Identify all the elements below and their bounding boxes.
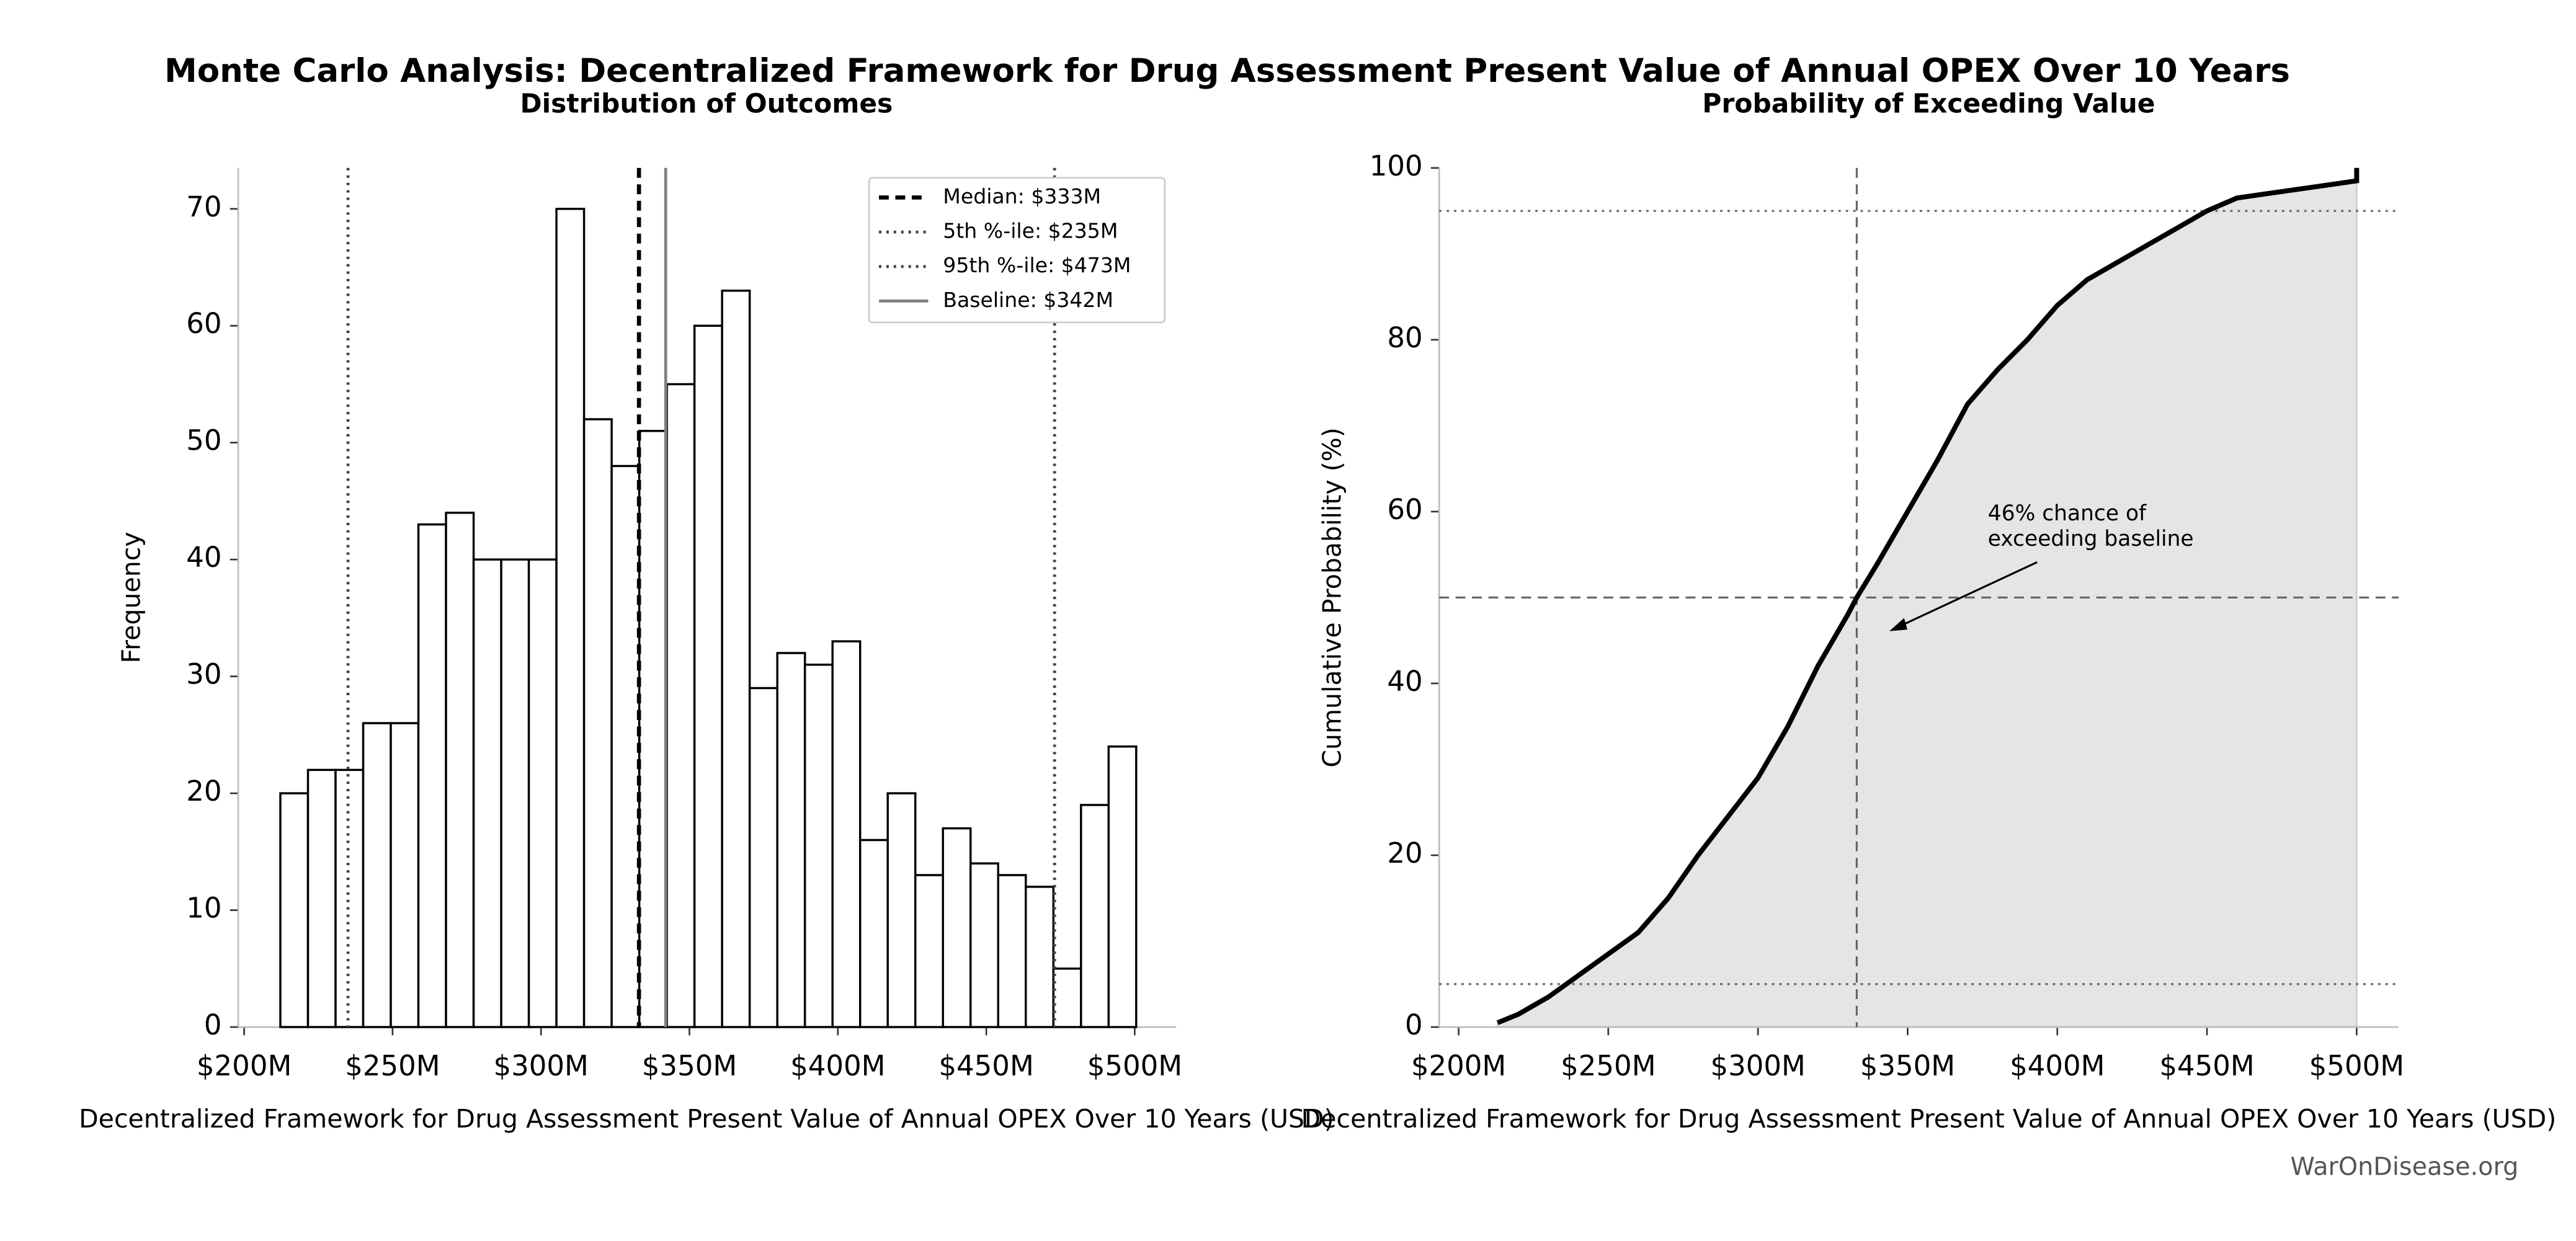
y-tick-label: 100 [1370, 149, 1423, 182]
x-tick-label: $250M [345, 1049, 440, 1082]
x-tick-label: $500M [2309, 1049, 2404, 1082]
bar [472, 558, 502, 1028]
bar [721, 289, 751, 1028]
bar [500, 558, 530, 1028]
bar [997, 874, 1027, 1028]
x-tick-label: $300M [1710, 1049, 1805, 1082]
y-tick-label: 10 [186, 892, 221, 925]
x-tick-label: $450M [2159, 1049, 2254, 1082]
x-tick-label: $500M [1087, 1049, 1182, 1082]
bar [969, 862, 999, 1028]
bar [886, 792, 917, 1028]
legend-label: Median: $333M [943, 184, 1101, 208]
annotation: exceeding baseline [1988, 527, 2194, 551]
bar [638, 430, 668, 1028]
bar [527, 558, 558, 1028]
x-tick-label: $450M [938, 1049, 1033, 1082]
annotation-arrowhead [1889, 618, 1908, 631]
y-tick-label: 80 [1387, 321, 1422, 354]
y-tick-label: 40 [186, 541, 221, 574]
annotation: 46% chance of [1988, 501, 2147, 526]
bar [748, 687, 778, 1028]
bar [445, 512, 475, 1028]
bar [582, 418, 613, 1028]
y-axis-label: Cumulative Probability (%) [1317, 427, 1347, 767]
bar [831, 640, 862, 1028]
watermark: WarOnDisease.org [2290, 1152, 2518, 1181]
legend-label: Baseline: $342M [943, 288, 1113, 312]
bar [803, 664, 834, 1028]
figure-title: Monte Carlo Analysis: Decentralized Fram… [164, 52, 2290, 90]
bar [390, 722, 420, 1028]
y-tick-label: 0 [204, 1008, 222, 1041]
annotation-arrow [1892, 561, 2038, 631]
bar [942, 827, 972, 1028]
y-tick-label: 70 [186, 190, 221, 223]
y-axis-label: Frequency [117, 532, 146, 663]
bar [1080, 804, 1110, 1028]
bar [1107, 745, 1138, 1028]
bar [555, 208, 586, 1028]
x-tick-label: $350M [642, 1049, 737, 1082]
legend-label: 95th %-ile: $473M [943, 253, 1131, 277]
bar [1025, 886, 1054, 1028]
x-tick-label: $250M [1561, 1049, 1656, 1082]
y-tick-label: 60 [1387, 493, 1422, 526]
x-axis-label: Decentralized Framework for Drug Assessm… [1301, 1104, 2557, 1134]
y-tick-label: 60 [186, 307, 221, 340]
x-tick-label: $400M [2010, 1049, 2105, 1082]
bar [693, 324, 723, 1028]
bar [610, 465, 641, 1028]
x-tick-label: $200M [1411, 1049, 1506, 1082]
y-tick-label: 20 [186, 775, 221, 807]
x-tick-label: $400M [790, 1049, 885, 1082]
bar [776, 652, 806, 1028]
x-axis-label: Decentralized Framework for Drug Assessm… [79, 1104, 1334, 1134]
line [1496, 167, 2360, 1025]
y-tick-label: 30 [186, 658, 221, 691]
axes-title: Probability of Exceeding Value [1702, 89, 2155, 119]
y-tick-label: 50 [186, 424, 221, 457]
bar [306, 768, 337, 1028]
legend-box [868, 177, 1166, 324]
axes-title: Distribution of Outcomes [520, 89, 893, 119]
bar [666, 383, 696, 1028]
bar [279, 792, 310, 1028]
bar [1052, 967, 1082, 1028]
legend-label: 5th %-ile: $235M [943, 219, 1118, 243]
y-tick-label: 0 [1405, 1008, 1423, 1041]
x-tick-label: $200M [197, 1049, 292, 1082]
y-tick-label: 20 [1387, 837, 1422, 870]
bar [914, 874, 944, 1028]
bar [858, 838, 889, 1028]
x-tick-label: $350M [1860, 1049, 1955, 1082]
bar [362, 722, 392, 1028]
y-tick-label: 40 [1387, 665, 1422, 698]
bar [417, 523, 447, 1028]
x-tick-label: $300M [494, 1049, 589, 1082]
